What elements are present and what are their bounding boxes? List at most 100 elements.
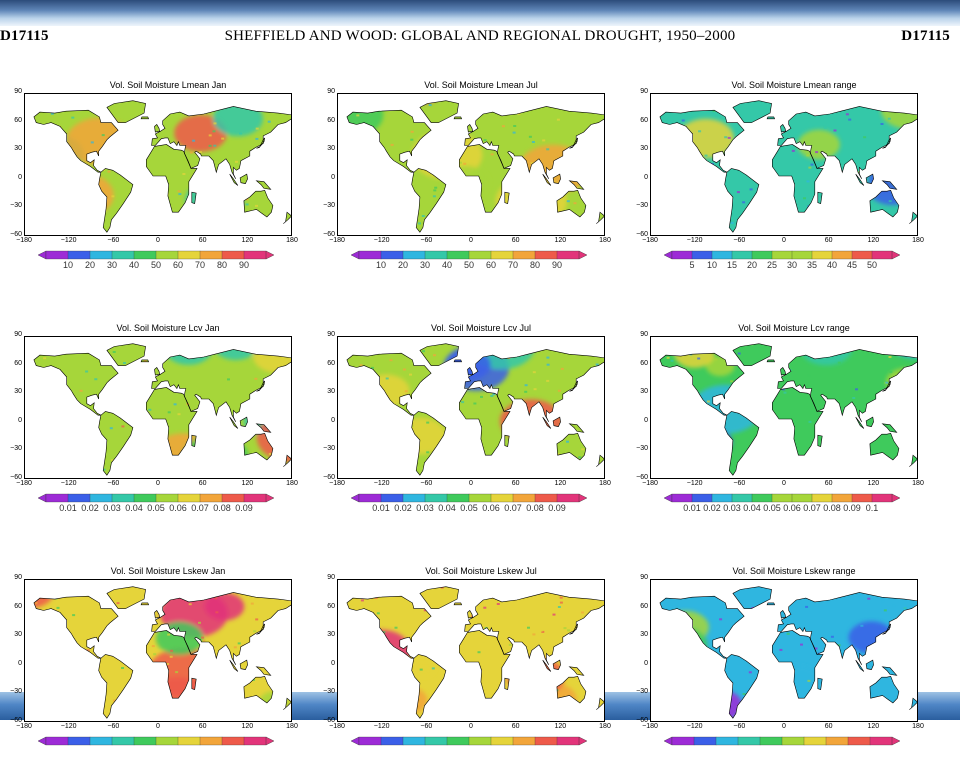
y-tick-label: 30 (630, 145, 648, 152)
soil-moisture-field (338, 337, 605, 479)
world-map (24, 579, 292, 722)
y-tick-label: 90 (4, 574, 22, 581)
x-tick-label: 60 (191, 723, 215, 730)
x-tick-label: −120 (683, 237, 707, 244)
colorbar-segment (359, 494, 381, 502)
colorbar-segment (156, 737, 178, 745)
world-map (650, 93, 918, 236)
x-tick-label: 180 (906, 723, 930, 730)
x-tick-label: −180 (325, 723, 349, 730)
y-tick-label: 60 (4, 360, 22, 367)
y-tick-label: 60 (317, 117, 335, 124)
colorbar-segment (738, 737, 760, 745)
colorbar-segment (359, 737, 381, 745)
page-id-right: D17115 (901, 28, 950, 45)
y-tick-label: −30 (630, 688, 648, 695)
colorbar-segment (359, 251, 381, 259)
colorbar-segment (812, 251, 832, 259)
y-tick-label: 0 (4, 417, 22, 424)
colorbar-low-arrow (664, 251, 672, 259)
x-tick-label: −120 (370, 723, 394, 730)
y-tick-label: −30 (317, 445, 335, 452)
soil-moisture-field (651, 94, 918, 236)
colorbar-segment (200, 737, 222, 745)
y-tick-label: 30 (630, 388, 648, 395)
soil-moisture-field (25, 94, 292, 236)
y-tick-label: −30 (4, 202, 22, 209)
colorbar-segment (469, 494, 491, 502)
colorbar-segment (469, 737, 491, 745)
colorbar-segment (200, 251, 222, 259)
colorbar-segment (112, 494, 134, 502)
colorbar-segment (672, 737, 694, 745)
colorbar-label: 90 (544, 260, 570, 270)
x-tick-label: 180 (280, 237, 304, 244)
world-map (650, 336, 918, 479)
soil-moisture-field (651, 580, 918, 722)
colorbar-segment (852, 251, 872, 259)
colorbar-segment (792, 251, 812, 259)
soil-moisture-field (338, 580, 605, 722)
colorbar-segment (712, 251, 732, 259)
x-tick-label: 0 (772, 723, 796, 730)
colorbar-segment (134, 251, 156, 259)
colorbar-segment (872, 494, 892, 502)
world-map (337, 93, 605, 236)
colorbar (38, 494, 274, 502)
colorbar-segment (381, 251, 403, 259)
colorbar-segment (134, 494, 156, 502)
y-tick-label: 90 (4, 88, 22, 95)
soil-moisture-field (338, 94, 605, 236)
world-map (650, 579, 918, 722)
x-tick-label: 0 (459, 480, 483, 487)
colorbar (664, 494, 900, 502)
x-tick-label: −180 (638, 480, 662, 487)
colorbar-segment (872, 251, 892, 259)
y-tick-label: 0 (630, 417, 648, 424)
colorbar-segment (672, 494, 692, 502)
y-tick-label: 0 (4, 174, 22, 181)
colorbar-segment (403, 251, 425, 259)
colorbar-high-arrow (892, 494, 900, 502)
x-tick-label: 60 (191, 237, 215, 244)
colorbar-segment (513, 251, 535, 259)
x-tick-label: −180 (325, 480, 349, 487)
x-tick-label: −60 (727, 480, 751, 487)
colorbar-segment (90, 251, 112, 259)
x-tick-label: 60 (817, 723, 841, 730)
colorbar-segment (716, 737, 738, 745)
soil-moisture-field (25, 580, 292, 722)
y-tick-label: 90 (4, 331, 22, 338)
colorbar-segment (557, 737, 579, 745)
colorbar-segment (535, 251, 557, 259)
x-tick-label: −180 (12, 237, 36, 244)
colorbar (38, 251, 274, 259)
x-tick-label: 120 (235, 480, 259, 487)
colorbar-label: 0.09 (231, 503, 257, 513)
colorbar-high-arrow (579, 251, 587, 259)
panel-title: Vol. Soil Moisture Lcv range (660, 323, 928, 333)
colorbar-label: 50 (859, 260, 885, 270)
soil-moisture-field (651, 337, 918, 479)
colorbar-segment (557, 251, 579, 259)
world-map (337, 336, 605, 479)
y-tick-label: 30 (4, 388, 22, 395)
colorbar (351, 251, 587, 259)
colorbar-segment (513, 737, 535, 745)
x-tick-label: 60 (504, 237, 528, 244)
y-tick-label: 0 (317, 174, 335, 181)
colorbar-segment (535, 494, 557, 502)
x-tick-label: −120 (370, 480, 394, 487)
y-tick-label: 60 (630, 117, 648, 124)
x-tick-label: 0 (459, 237, 483, 244)
colorbar-segment (178, 494, 200, 502)
colorbar-segment (782, 737, 804, 745)
colorbar-low-arrow (351, 737, 359, 745)
x-tick-label: 120 (548, 480, 572, 487)
colorbar-low-arrow (351, 251, 359, 259)
y-tick-label: 30 (317, 631, 335, 638)
